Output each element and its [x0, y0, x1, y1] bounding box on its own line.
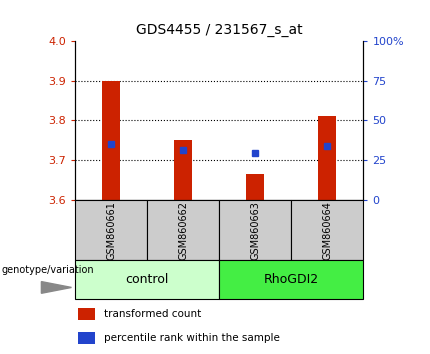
Bar [174, 140, 192, 200]
Bar [75, 200, 147, 260]
Text: GSM860664: GSM860664 [322, 201, 332, 259]
Text: genotype/variation: genotype/variation [2, 265, 94, 275]
Text: GSM860662: GSM860662 [178, 201, 188, 259]
Bar [78, 332, 95, 344]
Bar [219, 200, 292, 260]
Bar [147, 200, 219, 260]
Bar [78, 308, 95, 320]
Bar [246, 174, 264, 200]
Title: GDS4455 / 231567_s_at: GDS4455 / 231567_s_at [136, 23, 303, 37]
Text: transformed count: transformed count [104, 309, 201, 319]
Text: control: control [126, 273, 169, 286]
Bar [292, 200, 363, 260]
Bar [75, 260, 219, 299]
Bar [219, 260, 363, 299]
Polygon shape [41, 282, 71, 293]
Text: RhoGDI2: RhoGDI2 [264, 273, 319, 286]
Text: GSM860663: GSM860663 [250, 201, 260, 259]
Bar [318, 116, 336, 200]
Text: GSM860661: GSM860661 [106, 201, 116, 259]
Bar [102, 80, 120, 200]
Text: percentile rank within the sample: percentile rank within the sample [104, 333, 280, 343]
